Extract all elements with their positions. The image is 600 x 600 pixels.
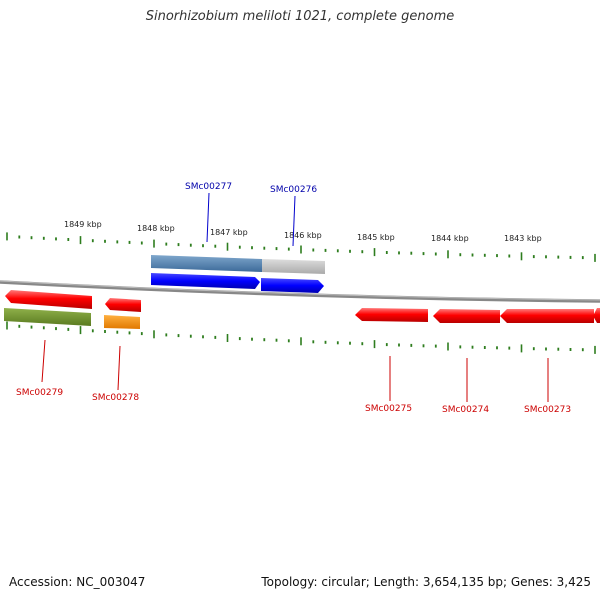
gene-label-smc00274[interactable]: SMc00274 xyxy=(442,405,489,415)
gene-arrow-partial-edge[interactable] xyxy=(593,308,600,323)
gene-arrow-smc00278[interactable] xyxy=(105,298,141,312)
leader-smc00276 xyxy=(292,195,296,247)
lower-tick-rail xyxy=(6,321,596,354)
genome-backbone xyxy=(0,280,600,303)
leader-smc00279 xyxy=(41,339,46,383)
gene-arrow-smc00276[interactable] xyxy=(261,278,324,293)
gene-bar-smc00278-cog[interactable] xyxy=(104,315,140,329)
tick-label-1843: 1843 kbp xyxy=(504,234,542,243)
tick-label-1845: 1845 kbp xyxy=(357,233,395,242)
gene-label-smc00277[interactable]: SMc00277 xyxy=(185,182,232,192)
gene-label-smc00279[interactable]: SMc00279 xyxy=(16,388,63,398)
genome-title: Sinorhizobium meliloti 1021, complete ge… xyxy=(145,9,455,24)
gene-arrow-smc00274[interactable] xyxy=(433,309,500,323)
tick-label-1846: 1846 kbp xyxy=(284,231,322,240)
tick-label-1844: 1844 kbp xyxy=(431,234,469,243)
gene-bar-smc00277-cog[interactable] xyxy=(151,255,262,272)
gene-label-smc00276[interactable]: SMc00276 xyxy=(270,185,317,195)
gene-arrow-smc00277[interactable] xyxy=(151,273,260,289)
tick-label-1848: 1848 kbp xyxy=(137,224,175,233)
leader-smc00278 xyxy=(117,345,121,391)
gene-arrow-smc00279[interactable] xyxy=(5,290,92,309)
topology-text: Topology: circular; Length: 3,654,135 bp… xyxy=(261,575,591,589)
accession-text: Accession: NC_003047 xyxy=(9,575,146,589)
leader-smc00277 xyxy=(206,192,210,243)
tick-label-1847: 1847 kbp xyxy=(210,228,248,237)
gene-label-smc00273[interactable]: SMc00273 xyxy=(524,405,571,415)
tick-label-1849: 1849 kbp xyxy=(64,220,102,229)
gene-arrow-smc00275[interactable] xyxy=(355,308,428,322)
gene-label-smc00278[interactable]: SMc00278 xyxy=(92,393,139,403)
gene-bar-smc00279-cog[interactable] xyxy=(4,308,91,326)
gene-arrow-smc00273[interactable] xyxy=(500,309,594,323)
upper-tick-rail xyxy=(6,232,596,262)
gene-bar-smc00276-cog[interactable] xyxy=(262,259,325,274)
gene-label-smc00275[interactable]: SMc00275 xyxy=(365,404,412,414)
